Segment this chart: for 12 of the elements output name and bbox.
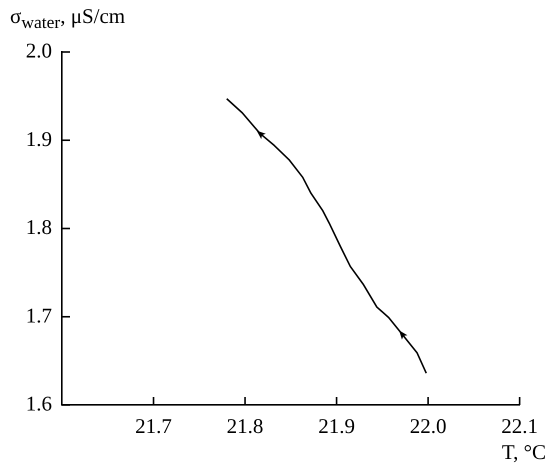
y-axis-title: σ$_{water}$, μS/cm bbox=[10, 4, 126, 32]
y-tick-label: 1.9 bbox=[26, 126, 52, 151]
y-tick-label: 1.7 bbox=[26, 303, 52, 328]
y-tick-label: 1.8 bbox=[26, 215, 52, 240]
x-axis-title: T, °C bbox=[502, 440, 546, 464]
x-tick-label: 21.7 bbox=[135, 414, 172, 438]
y-tick-label: 2.0 bbox=[26, 38, 52, 63]
x-tick-label: 22.1 bbox=[501, 414, 538, 438]
x-tick-label: 21.9 bbox=[318, 414, 355, 438]
x-tick-label: 22.0 bbox=[410, 414, 446, 438]
x-tick-label: 21.8 bbox=[226, 414, 264, 438]
y-tick-label: 1.6 bbox=[26, 392, 52, 416]
